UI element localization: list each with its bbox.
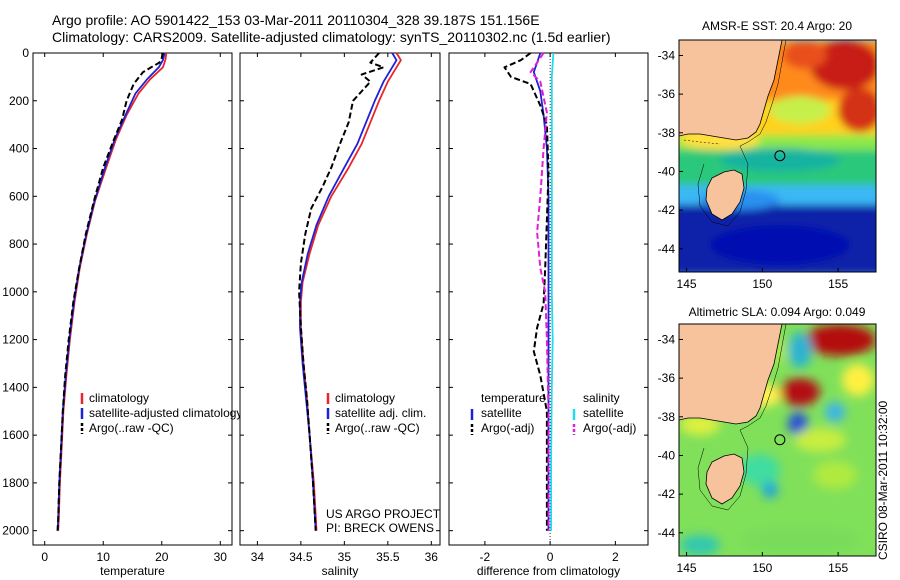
- x-axis-label: temperature: [100, 564, 165, 578]
- map-y-tick-label: -36: [658, 371, 676, 385]
- x-tick-label: 0: [547, 550, 554, 564]
- annotation-text: US ARGO PROJECT: [326, 507, 441, 521]
- y-tick-label: 1800: [2, 476, 29, 490]
- series-line: [503, 52, 550, 531]
- sst-map-title: AMSR-E SST: 20.4 Argo: 20: [702, 19, 852, 33]
- map-y-tick-label: -40: [658, 164, 676, 178]
- series-line: [529, 52, 550, 531]
- map-y-tick-label: -44: [658, 242, 676, 256]
- map-y-tick-label: -42: [658, 203, 676, 217]
- side-timestamp-label: CSIRO 08-Mar-2011 10:32:00: [876, 400, 890, 560]
- y-tick-label: 0: [22, 46, 29, 60]
- series-line: [299, 52, 398, 531]
- sla-map: 145 150 155 -34 -36 -38 -40 -42 -44 Altimetric S…: [658, 305, 877, 575]
- legend-label: Argo(-adj): [583, 421, 636, 435]
- profile-location-marker: [774, 434, 786, 446]
- map-x-tick-label: 155: [828, 277, 848, 291]
- map-y-tick-label: -40: [658, 448, 676, 462]
- series-line: [298, 52, 385, 531]
- legend-label: climatology: [89, 391, 149, 405]
- plot-frame: [239, 52, 441, 546]
- x-tick-label: 34: [251, 550, 265, 564]
- map-x-tick-label: 145: [677, 561, 697, 575]
- profile-location-marker: [774, 150, 786, 162]
- legend-label: climatology: [335, 391, 395, 405]
- legend-label: Argo(..raw -QC): [335, 421, 420, 435]
- y-tick-label: 200: [9, 94, 29, 108]
- legend-label: Argo(..raw -QC): [89, 421, 174, 435]
- map-x-tick-label: 150: [752, 277, 772, 291]
- legend-heading: temperature: [481, 391, 546, 405]
- x-tick-label: 2: [612, 550, 619, 564]
- y-tick-label: 1400: [2, 380, 29, 394]
- figure-title-line2: Climatology: CARS2009. Satellite-adjuste…: [52, 29, 611, 45]
- map-y-tick-label: -42: [658, 487, 676, 501]
- y-tick-label: 400: [9, 142, 29, 156]
- y-tick-label: 1200: [2, 333, 29, 347]
- map-y-tick-label: -36: [658, 87, 676, 101]
- series-line: [550, 52, 555, 531]
- figure-title-line1: Argo profile: AO 5901422_153 03-Mar-2011…: [52, 12, 540, 28]
- map-x-tick-label: 155: [828, 561, 848, 575]
- map-y-tick-label: -38: [658, 126, 676, 140]
- temperature-profile-panel: 0 200 400 600 800 1000 1200 1400 1600 1800 2000 0 10…: [2, 46, 242, 578]
- map-x-tick-label: 150: [752, 561, 772, 575]
- x-tick-label: 30: [214, 550, 228, 564]
- x-tick-label: 35.5: [376, 550, 400, 564]
- map-y-tick-label: -34: [658, 48, 676, 62]
- legend-heading: salinity: [583, 391, 620, 405]
- map-y-tick-label: -38: [658, 410, 676, 424]
- legend-label: satellite: [481, 406, 522, 420]
- x-axis-label: salinity: [322, 564, 359, 578]
- y-tick-label: 2000: [2, 524, 29, 538]
- x-tick-label: 20: [155, 550, 169, 564]
- salinity-profile-panel: 34 34.5 35 35.5 36 salinity climatologysatelli…: [239, 52, 441, 578]
- legend-label: satellite-adjusted climatology: [89, 406, 242, 420]
- sla-map-title: Altimetric SLA: 0.094 Argo: 0.049: [689, 305, 866, 319]
- y-tick-label: 600: [9, 189, 29, 203]
- x-tick-label: 0: [41, 550, 48, 564]
- y-tick-label: 800: [9, 237, 29, 251]
- x-tick-label: -2: [480, 550, 491, 564]
- map-y-tick-label: -44: [658, 526, 676, 540]
- y-tick-label: 1600: [2, 428, 29, 442]
- y-tick-label: 1000: [2, 285, 29, 299]
- x-tick-label: 36: [425, 550, 439, 564]
- series-line: [56, 52, 164, 531]
- map-y-tick-label: -34: [658, 332, 676, 346]
- plot-frame: [32, 52, 233, 546]
- annotation-text: PI: BRECK OWENS: [326, 521, 434, 535]
- sst-map: 145 150 155 -34 -36 -38 -40 -42 -44 AMSR-E SST: …: [658, 19, 877, 291]
- x-tick-label: 10: [97, 550, 111, 564]
- legend-label: satellite: [583, 406, 624, 420]
- legend-label: Argo(-adj): [481, 421, 534, 435]
- x-axis-label: difference from climatology: [477, 564, 620, 578]
- x-tick-label: 34.5: [289, 550, 313, 564]
- x-tick-label: 35: [338, 550, 352, 564]
- legend-label: satellite adj. clim.: [335, 406, 426, 420]
- map-x-tick-label: 145: [677, 277, 697, 291]
